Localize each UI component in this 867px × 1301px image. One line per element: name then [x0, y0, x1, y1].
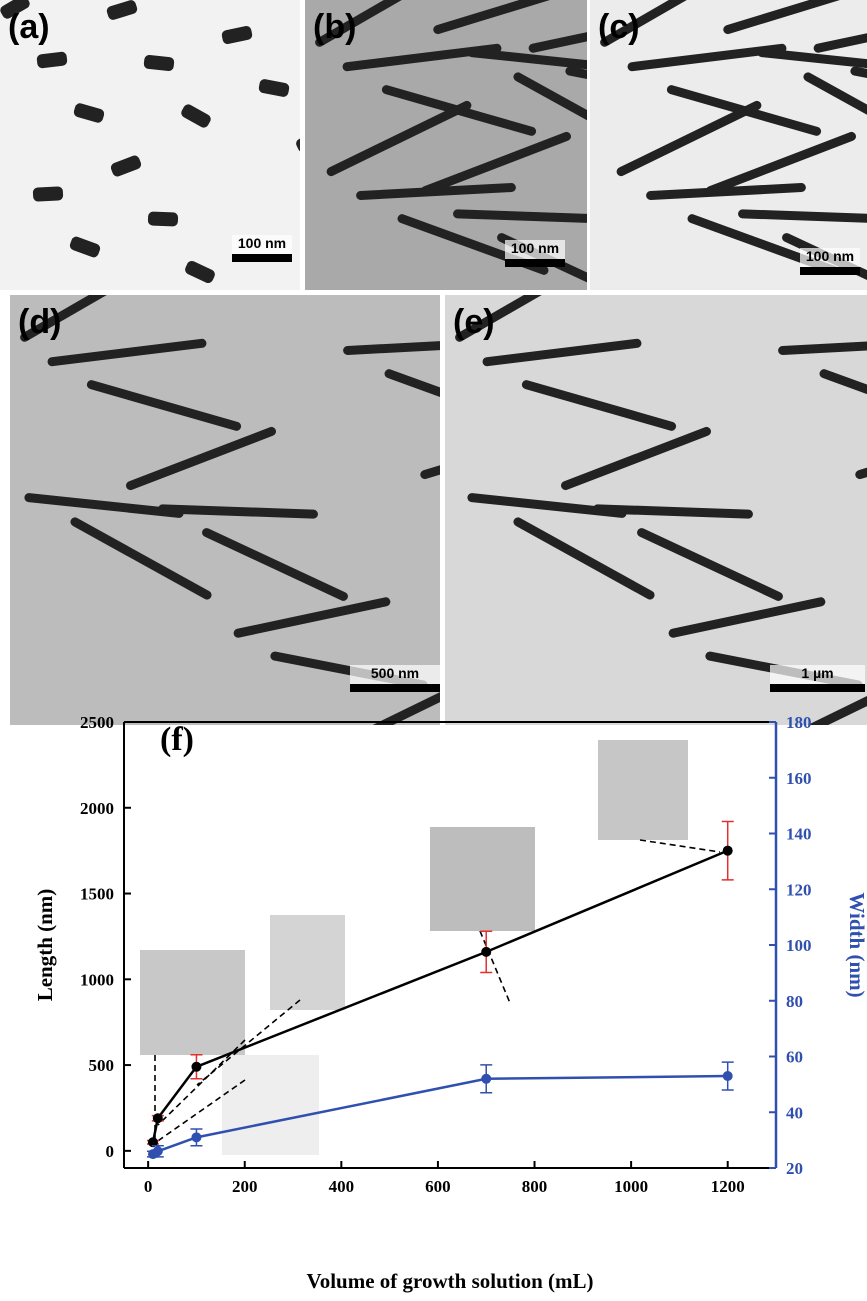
x-tick-label: 800 — [522, 1177, 548, 1196]
page: {"panels":[ {"label":"(a)","scale":"100 … — [0, 0, 867, 1301]
y2-tick-label: 180 — [786, 713, 812, 732]
panel-label: (f) — [160, 721, 194, 758]
x-axis-title: Volume of growth solution (mL) — [306, 1269, 593, 1293]
inset-arrow — [480, 931, 510, 1003]
y2-tick-label: 100 — [786, 936, 812, 955]
y-tick-label: 0 — [106, 1142, 115, 1161]
y2-tick-label: 160 — [786, 769, 812, 788]
data-point — [723, 846, 733, 856]
chart: (f) Volume of growth solution (mL) Lengt… — [0, 0, 867, 1301]
inset-image — [430, 827, 535, 931]
y-tick-label: 500 — [89, 1056, 115, 1075]
x-tick-label: 1200 — [711, 1177, 745, 1196]
y2-tick-label: 140 — [786, 825, 812, 844]
data-point — [481, 1074, 491, 1084]
inset-image — [270, 915, 345, 1010]
y-tick-label: 1500 — [80, 885, 114, 904]
y2-tick-label: 40 — [786, 1103, 803, 1122]
x-tick-label: 200 — [232, 1177, 258, 1196]
y-tick-label: 2000 — [80, 799, 114, 818]
inset-image — [140, 950, 245, 1055]
data-point — [191, 1132, 201, 1142]
y-axis-title: Length (nm) — [33, 889, 57, 1002]
x-tick-label: 600 — [425, 1177, 451, 1196]
y2-tick-label: 80 — [786, 992, 803, 1011]
inset-image — [598, 740, 688, 840]
y-tick-label: 2500 — [80, 713, 114, 732]
x-tick-label: 400 — [329, 1177, 355, 1196]
x-tick-label: 1000 — [614, 1177, 648, 1196]
data-point — [153, 1113, 163, 1123]
y2-tick-label: 120 — [786, 880, 812, 899]
inset-image — [222, 1055, 319, 1155]
y2-tick-label: 60 — [786, 1048, 803, 1067]
x-tick-label: 0 — [144, 1177, 153, 1196]
data-point — [723, 1071, 733, 1081]
data-point — [191, 1062, 201, 1072]
inset-arrow — [640, 840, 720, 852]
y-tick-label: 1000 — [80, 970, 114, 989]
y2-axis-title: Width (nm) — [845, 892, 867, 997]
data-point — [153, 1146, 163, 1156]
y2-tick-label: 20 — [786, 1159, 803, 1178]
insets — [140, 740, 720, 1155]
data-point — [481, 947, 491, 957]
